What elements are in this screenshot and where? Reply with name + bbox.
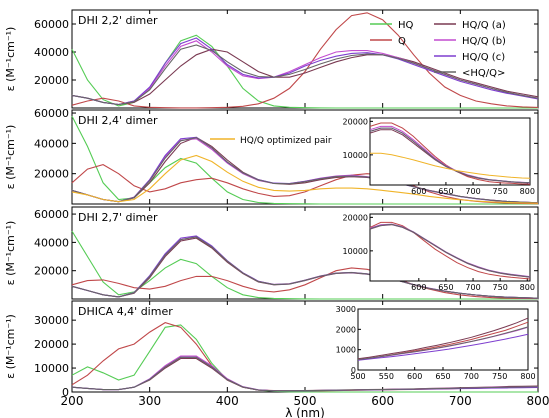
inset-series-line bbox=[369, 127, 531, 184]
x-tick-label: 700 bbox=[449, 394, 472, 408]
inset-y-tick-label: 2000 bbox=[336, 325, 356, 334]
y-tick-label: 30000 bbox=[34, 314, 69, 327]
inset-y-tick-label: 10000 bbox=[343, 247, 368, 256]
series-line-hq bbox=[71, 230, 538, 300]
series-line-hq-q-a- bbox=[71, 48, 539, 106]
x-axis-label: λ (nm) bbox=[285, 406, 325, 418]
inset-x-tick-label: 750 bbox=[493, 187, 508, 196]
x-tick-label: 300 bbox=[138, 394, 161, 408]
series-line-hq-q-optimized-pair bbox=[71, 154, 539, 204]
legend-entry: HQ/Q (a) bbox=[462, 20, 506, 31]
legend-entry: <HQ/Q> bbox=[462, 68, 505, 79]
y-tick-label: 0 bbox=[62, 386, 69, 399]
y-tick-label: 20000 bbox=[34, 338, 69, 351]
inset-series-line bbox=[370, 152, 531, 179]
inset-x-tick-label: 650 bbox=[438, 283, 453, 292]
inset-x-tick-label: 750 bbox=[492, 372, 507, 381]
x-tick-label: 200 bbox=[61, 394, 84, 408]
inset-x-tick-label: 800 bbox=[520, 372, 535, 381]
series-line--hq-q- bbox=[71, 44, 539, 106]
y-tick-label: 40000 bbox=[34, 46, 69, 59]
inset-x-tick-label: 650 bbox=[435, 372, 450, 381]
y-tick-label: 20000 bbox=[34, 168, 69, 181]
inset-y-tick-label: 1000 bbox=[336, 346, 356, 355]
inset-x-tick-label: 700 bbox=[465, 283, 480, 292]
series-line--hq-q- bbox=[71, 236, 539, 299]
inset-x-tick-label: 700 bbox=[465, 187, 480, 196]
inset-x-tick-label: 600 bbox=[411, 187, 426, 196]
y-tick-label: 10000 bbox=[34, 362, 69, 375]
y-axis-label: ε (M⁻¹cm⁻¹) bbox=[4, 314, 17, 379]
legend-entry: HQ/Q optimized pair bbox=[240, 136, 332, 146]
series-line-hq-q-c- bbox=[71, 37, 539, 106]
y-axis-label: ε (M⁻¹cm⁻¹) bbox=[4, 27, 17, 92]
inset-y-tick-label: 0 bbox=[351, 366, 356, 375]
inset-x-tick-label: 600 bbox=[407, 372, 422, 381]
series-line-hq bbox=[71, 324, 538, 393]
panel-title: DHI 2,2' dimer bbox=[78, 14, 158, 27]
inset-x-tick-label: 500 bbox=[350, 372, 365, 381]
inset-y-tick-label: 3000 bbox=[336, 305, 356, 314]
y-axis-label: ε (M⁻¹cm⁻¹) bbox=[4, 125, 17, 190]
y-tick-label: 20000 bbox=[34, 74, 69, 87]
inset-x-tick-label: 600 bbox=[411, 283, 426, 292]
inset-series-line bbox=[357, 317, 529, 360]
inset-x-tick-label: 650 bbox=[438, 187, 453, 196]
legend-entry: HQ bbox=[398, 20, 414, 31]
inset-x-tick-label: 800 bbox=[520, 187, 535, 196]
y-axis-label: ε (M⁻¹cm⁻¹) bbox=[4, 221, 17, 286]
x-tick-label: 500 bbox=[294, 394, 317, 408]
inset-x-tick-label: 750 bbox=[493, 283, 508, 292]
inset-frame-1 bbox=[369, 213, 531, 282]
insets-layer bbox=[357, 117, 531, 371]
legend-entry: Q bbox=[398, 36, 406, 47]
x-tick-label: 400 bbox=[216, 394, 239, 408]
y-tick-label: 60000 bbox=[34, 107, 69, 120]
inset-series-line bbox=[369, 223, 531, 278]
y-tick-label: 20000 bbox=[34, 265, 69, 278]
panel-title: DHICA 4,4' dimer bbox=[78, 305, 173, 318]
series-line--hq-q- bbox=[71, 356, 539, 392]
inset-x-tick-label: 550 bbox=[379, 372, 394, 381]
inset-y-tick-label: 20000 bbox=[343, 213, 368, 222]
y-tick-label: 40000 bbox=[34, 137, 69, 150]
inset-series-line bbox=[357, 326, 529, 361]
series-line--hq-q- bbox=[71, 137, 539, 204]
inset-x-tick-label: 700 bbox=[464, 372, 479, 381]
inset-y-tick-label: 20000 bbox=[343, 117, 368, 126]
y-tick-label: 40000 bbox=[34, 236, 69, 249]
y-tick-label: 60000 bbox=[34, 208, 69, 221]
x-tick-label: 800 bbox=[527, 394, 549, 408]
inset-frame-0 bbox=[369, 117, 531, 186]
inset-series-line bbox=[357, 333, 529, 361]
inset-x-tick-label: 800 bbox=[520, 283, 535, 292]
legend-entry: HQ/Q (c) bbox=[462, 52, 505, 63]
panel-title: DHI 2,7' dimer bbox=[78, 211, 158, 224]
inset-series-line bbox=[369, 221, 531, 280]
y-tick-label: 60000 bbox=[34, 18, 69, 31]
inset-y-tick-label: 10000 bbox=[343, 151, 368, 160]
series-line-q bbox=[71, 267, 539, 300]
panel-title: DHI 2,4' dimer bbox=[78, 114, 158, 127]
legend-entry: HQ/Q (b) bbox=[462, 36, 506, 47]
x-tick-label: 600 bbox=[371, 394, 394, 408]
series-line-q bbox=[71, 12, 539, 109]
series-layer bbox=[71, 12, 539, 393]
